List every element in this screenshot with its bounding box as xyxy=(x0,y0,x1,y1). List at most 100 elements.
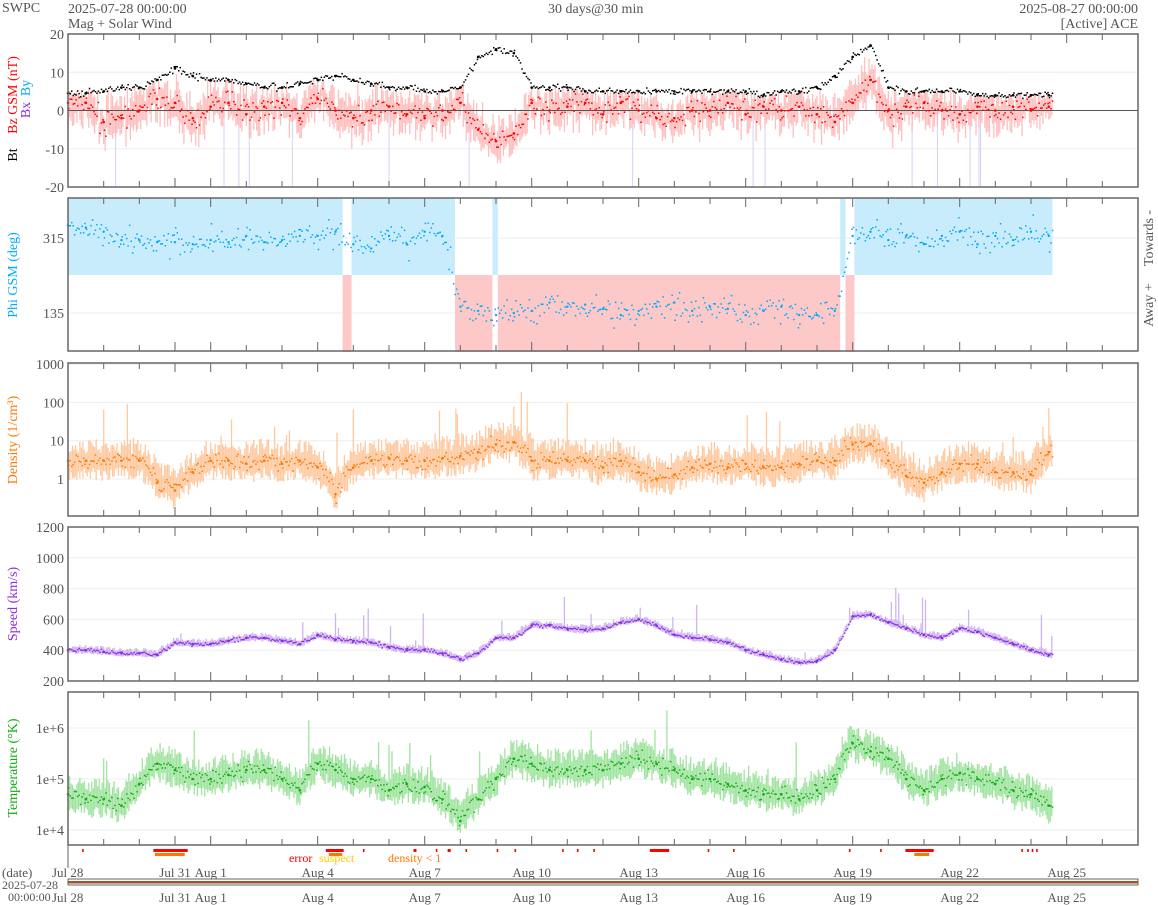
bz-point xyxy=(887,109,890,112)
x-tick-label: Aug 22 xyxy=(940,890,979,905)
bz-point xyxy=(940,109,944,112)
bz-point xyxy=(1047,105,1051,108)
speed-point xyxy=(601,627,605,630)
y-tick-label: 135 xyxy=(43,307,64,322)
bt-point xyxy=(459,86,462,89)
bz-point xyxy=(976,105,979,108)
temperature-point xyxy=(155,762,159,765)
bz-point xyxy=(476,128,480,131)
temperature-samples xyxy=(68,735,1054,827)
temperature-point xyxy=(298,789,302,792)
phi-point xyxy=(548,301,551,304)
phi-point xyxy=(690,309,694,313)
phi-point xyxy=(780,305,783,308)
speed-point xyxy=(1047,653,1051,657)
temperature-point xyxy=(423,785,426,789)
toward-sector xyxy=(854,198,1053,275)
density-point xyxy=(994,470,997,474)
bz-point xyxy=(833,120,837,124)
temperature-point xyxy=(316,762,319,765)
phi-point xyxy=(994,234,997,238)
temperature-point xyxy=(815,789,819,792)
panel-frame xyxy=(67,362,1139,517)
bz-point xyxy=(869,78,872,82)
start-time: 2025-07-28 00:00:00 xyxy=(68,2,187,17)
x-tick-label: Jul 28 xyxy=(52,865,83,880)
density-point xyxy=(423,459,426,463)
temperature-point xyxy=(583,768,587,772)
x-tick-label: Aug 1 xyxy=(195,890,227,905)
bz-point xyxy=(280,101,284,105)
density-point xyxy=(797,462,801,466)
phi-point xyxy=(637,309,640,313)
speed-point xyxy=(619,621,623,624)
x-tick-label: Jul 28 xyxy=(52,890,83,905)
bz-axis-label: Bz GSM (nT) xyxy=(6,56,21,134)
bt-point xyxy=(619,90,623,93)
bz-point xyxy=(566,105,569,108)
phi-point xyxy=(976,243,979,246)
legend-suspect: suspect xyxy=(319,851,355,865)
speed-point xyxy=(548,624,551,627)
temperature-point xyxy=(637,757,640,761)
x-tick-marks xyxy=(103,363,1103,516)
density-point xyxy=(1011,470,1015,474)
bz-point xyxy=(601,113,605,116)
bt-point xyxy=(922,90,926,93)
bt-point xyxy=(209,78,212,82)
bz-point xyxy=(690,109,694,112)
temperature-point xyxy=(833,777,837,781)
bt-point xyxy=(708,90,712,93)
phi-point xyxy=(352,243,355,246)
phi-point xyxy=(191,243,195,246)
temperature-point xyxy=(387,789,391,792)
away-sector xyxy=(845,275,855,352)
speed-point xyxy=(84,648,88,652)
bt-point xyxy=(387,86,391,89)
speed-point xyxy=(352,639,355,643)
density-samples xyxy=(68,435,1054,504)
x-tick-label: Aug 22 xyxy=(940,865,979,880)
phi-point xyxy=(209,238,212,242)
density-point xyxy=(690,466,694,469)
phi-point xyxy=(958,230,961,233)
temperature-point xyxy=(1047,804,1051,807)
bt-point xyxy=(245,82,248,86)
bz-point xyxy=(851,101,854,105)
y-tick-label: 800 xyxy=(43,583,64,598)
density-point xyxy=(815,459,819,463)
bz-point xyxy=(191,116,195,120)
phi-point xyxy=(334,230,337,233)
x-tick-label: Aug 16 xyxy=(726,865,765,880)
speed-point xyxy=(637,618,640,621)
temperature-point xyxy=(334,768,337,772)
speed-point xyxy=(441,651,444,655)
bt-point xyxy=(548,86,551,89)
bt-point xyxy=(637,90,640,93)
speed-point xyxy=(387,645,391,649)
temperature-point xyxy=(655,762,658,765)
speed-point xyxy=(209,642,212,646)
density-point xyxy=(922,481,926,485)
bt-point xyxy=(280,86,284,89)
density-point xyxy=(120,459,123,463)
bz-point xyxy=(441,109,444,112)
time-span: 30 days@30 min xyxy=(548,2,644,17)
bt-point xyxy=(797,90,801,93)
density-point xyxy=(673,473,676,476)
speed-point xyxy=(494,636,498,640)
phi-point xyxy=(744,313,747,317)
bz-point xyxy=(334,109,337,112)
phi-point xyxy=(441,234,444,238)
toward-sector xyxy=(492,198,498,275)
temperature-point xyxy=(209,777,212,781)
temperature-point xyxy=(744,789,747,792)
density-point xyxy=(1047,450,1051,454)
density-point xyxy=(138,459,141,463)
x-tick-marks xyxy=(103,198,1103,351)
speed-point xyxy=(298,642,302,646)
y-tick-label: 315 xyxy=(43,232,64,247)
speed-point xyxy=(815,659,819,663)
x-tick-label: Aug 25 xyxy=(1047,890,1086,905)
bz-point xyxy=(369,109,373,112)
